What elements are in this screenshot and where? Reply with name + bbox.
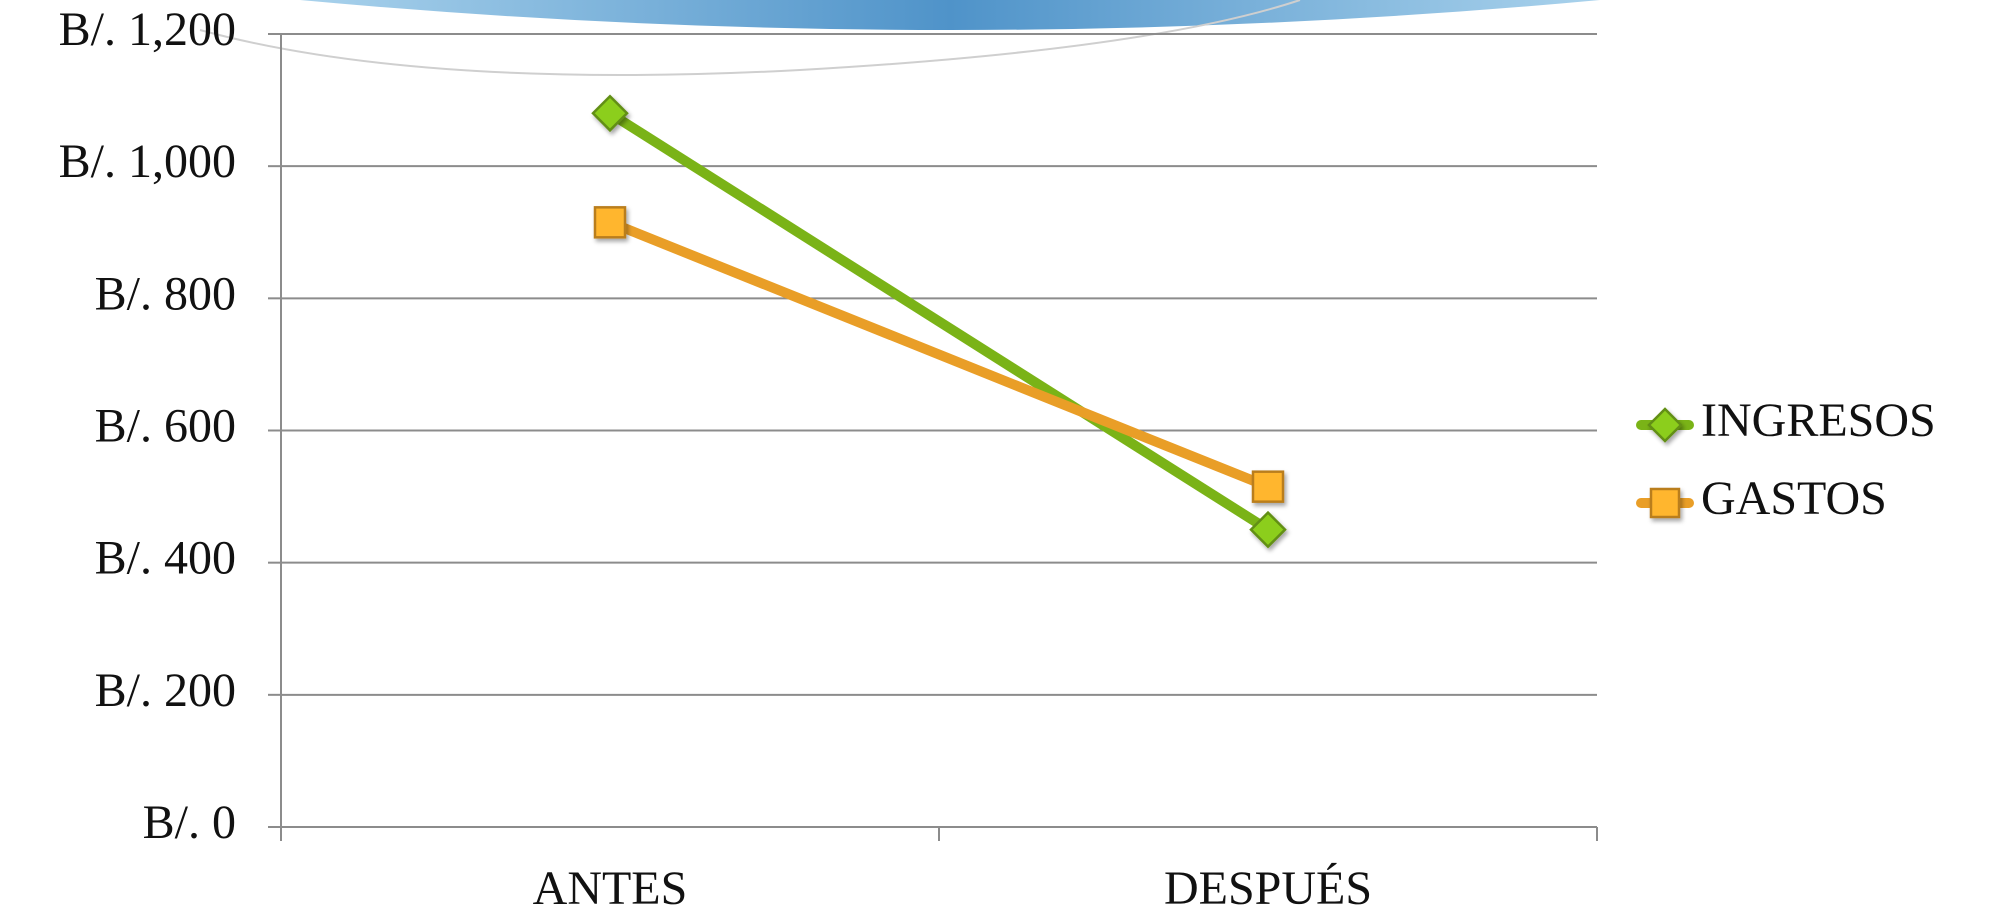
decorative-band (300, 0, 1600, 30)
marker (593, 206, 627, 239)
x-tick-label: ANTES (533, 862, 688, 911)
y-tick-label: B/. 400 (95, 532, 236, 585)
y-tick-label: B/. 0 (143, 796, 236, 849)
marker (591, 94, 629, 133)
y-tick-label: B/. 200 (95, 664, 236, 717)
decoration (199, 0, 1600, 76)
legend: INGRESOS GASTOS (1636, 394, 1936, 525)
y-tick-label: B/. 1,200 (59, 3, 236, 56)
legend-label: INGRESOS (1701, 394, 1936, 447)
legend-label: GASTOS (1701, 472, 1887, 525)
legend-item: INGRESOS (1636, 394, 1936, 447)
y-tick-label: B/. 600 (95, 400, 236, 453)
plot-area: B/. 0 B/. 200 B/. 400 B/. 600 B/. 800 B/. 1,0… (59, 3, 1936, 911)
series-line (607, 109, 1271, 534)
decorative-curve (199, 0, 1301, 76)
marker (1649, 487, 1681, 519)
y-tick-label: B/. 1,000 (59, 135, 236, 188)
y-tick-label: B/. 800 (95, 267, 236, 320)
legend-item: GASTOS (1636, 472, 1887, 525)
marker (1251, 470, 1285, 503)
series-line (608, 217, 1270, 492)
marker (1647, 407, 1683, 443)
marker (1249, 510, 1287, 549)
x-tick-label: DESPUÉS (1164, 862, 1372, 911)
